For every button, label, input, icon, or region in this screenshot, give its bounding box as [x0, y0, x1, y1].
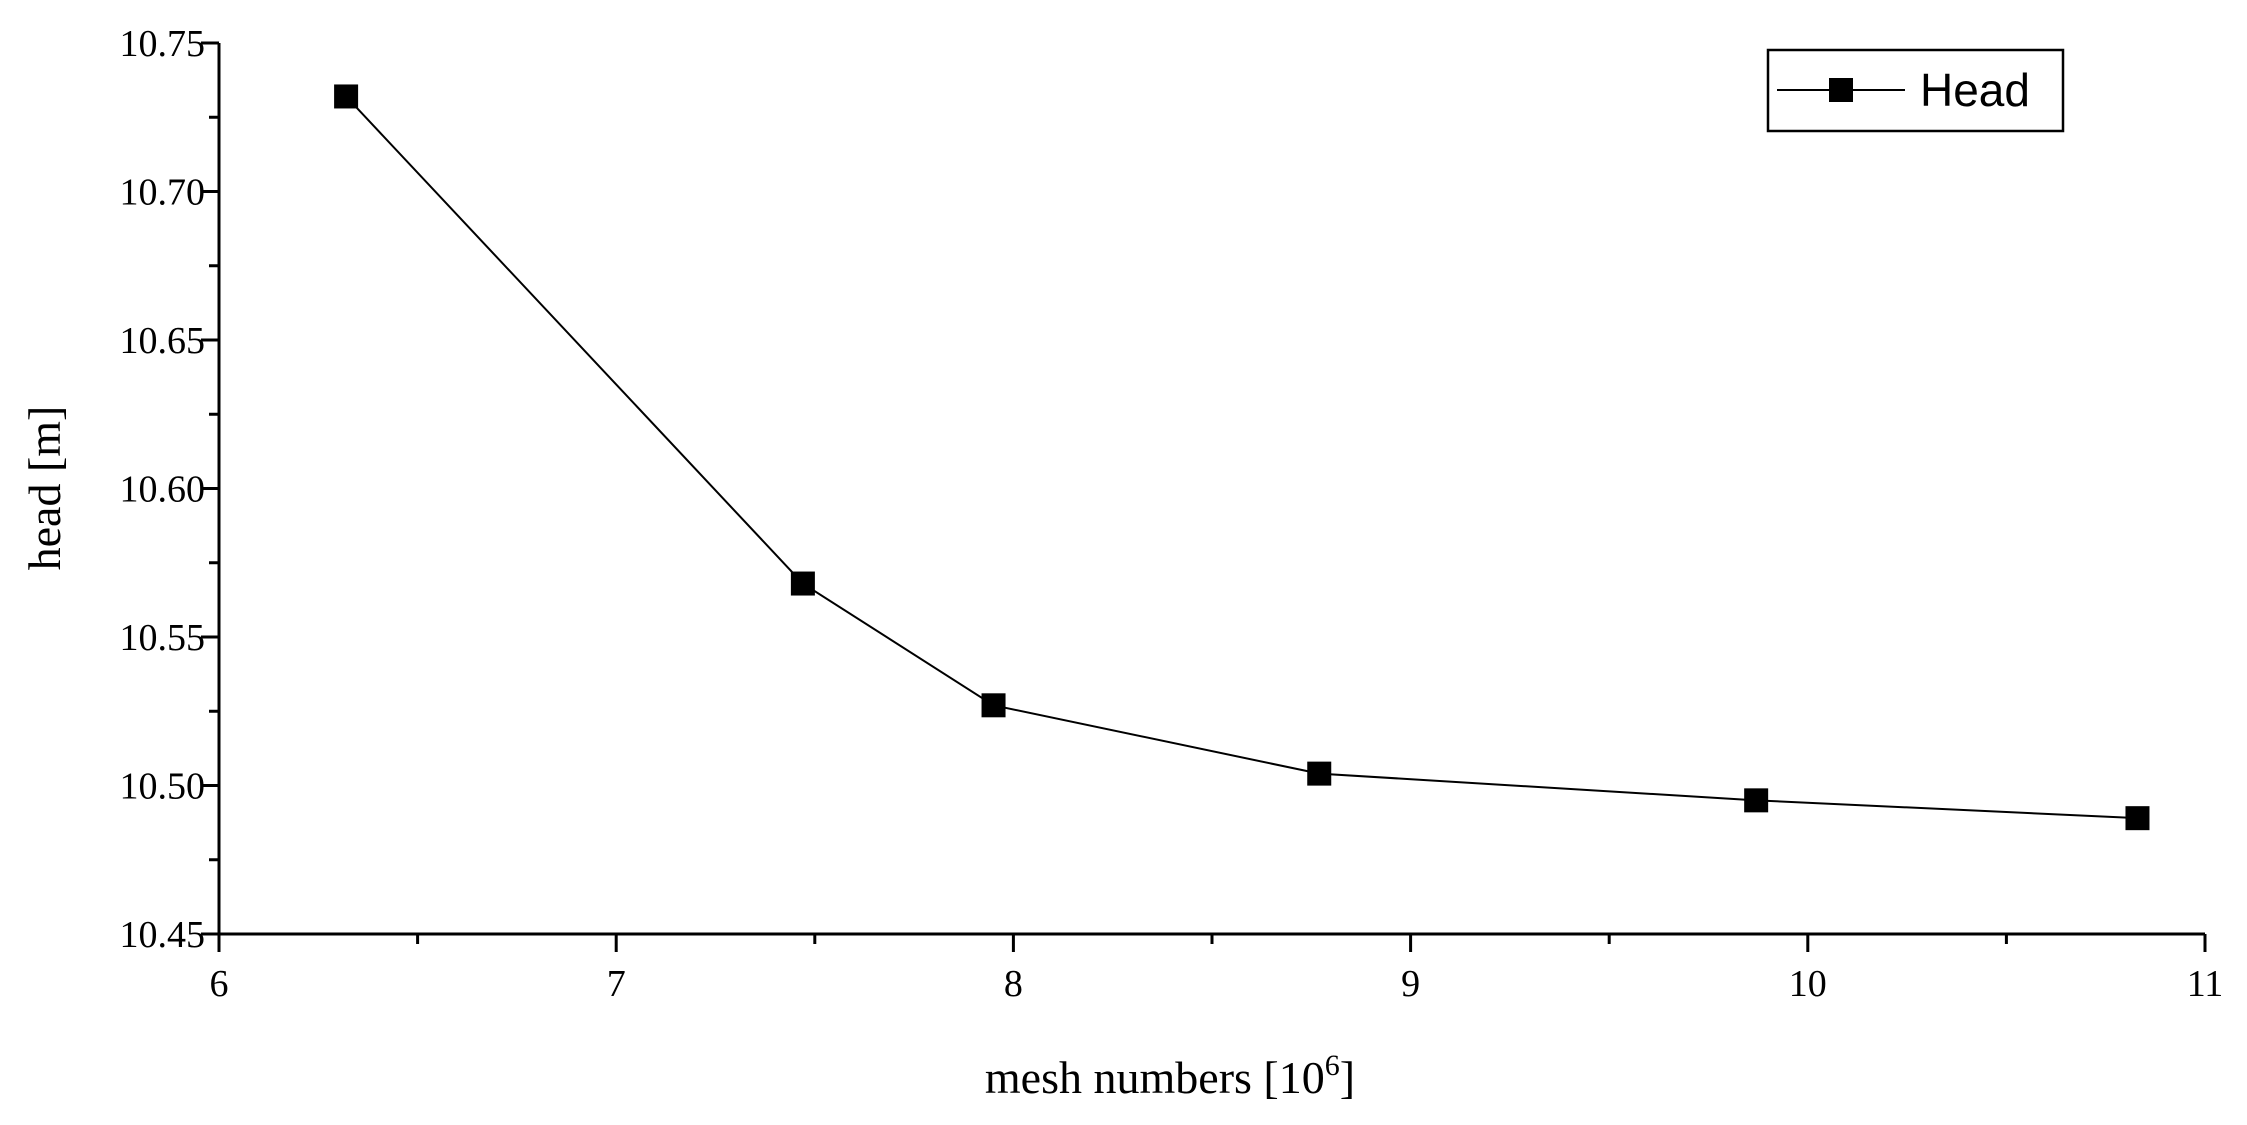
data-point-marker	[790, 571, 815, 596]
legend: Head	[1766, 48, 2065, 133]
legend-label-head: Head	[1920, 64, 2030, 116]
y-tick-label: 10.50	[120, 766, 206, 808]
x-axis-title: mesh numbers [106]	[985, 1049, 1355, 1103]
x-axis-title-close: ]	[1340, 1052, 1355, 1103]
x-axis-title-text: mesh numbers [10	[985, 1052, 1325, 1103]
y-axis-title: head [m]	[19, 406, 70, 571]
y-axis-ticks	[201, 41, 219, 936]
y-tick-label: 10.45	[120, 914, 206, 956]
x-tick-label: 9	[1401, 963, 1420, 1005]
data-point-marker	[1307, 761, 1332, 786]
x-axis-ticks	[217, 934, 2207, 952]
series-markers	[334, 84, 2150, 831]
x-axis-tick-labels: 6 7 8 9 10 11	[210, 963, 2224, 1005]
y-axis-tick-labels: 10.45 10.50 10.55 10.60 10.65 10.70 10.75	[120, 23, 206, 956]
legend-marker-sample	[1829, 78, 1853, 102]
x-tick-label: 8	[1004, 963, 1023, 1005]
data-point-marker	[334, 84, 359, 109]
y-tick-label: 10.60	[120, 469, 206, 511]
series-lines	[345, 95, 2138, 820]
x-tick-label: 10	[1789, 963, 1827, 1005]
plot-frame	[217, 43, 2205, 936]
x-tick-label: 6	[210, 963, 229, 1005]
data-point-marker	[2125, 806, 2150, 831]
y-tick-label: 10.55	[120, 617, 206, 659]
x-tick-label: 11	[2187, 963, 2224, 1005]
y-tick-label: 10.75	[120, 23, 206, 65]
y-tick-label: 10.65	[120, 320, 206, 362]
x-axis-title-superscript: 6	[1325, 1049, 1340, 1082]
series-line-head	[345, 95, 2138, 820]
y-tick-label: 10.70	[120, 172, 206, 214]
data-point-marker	[1744, 788, 1769, 813]
data-point-marker	[981, 693, 1006, 718]
x-tick-label: 7	[607, 963, 626, 1005]
